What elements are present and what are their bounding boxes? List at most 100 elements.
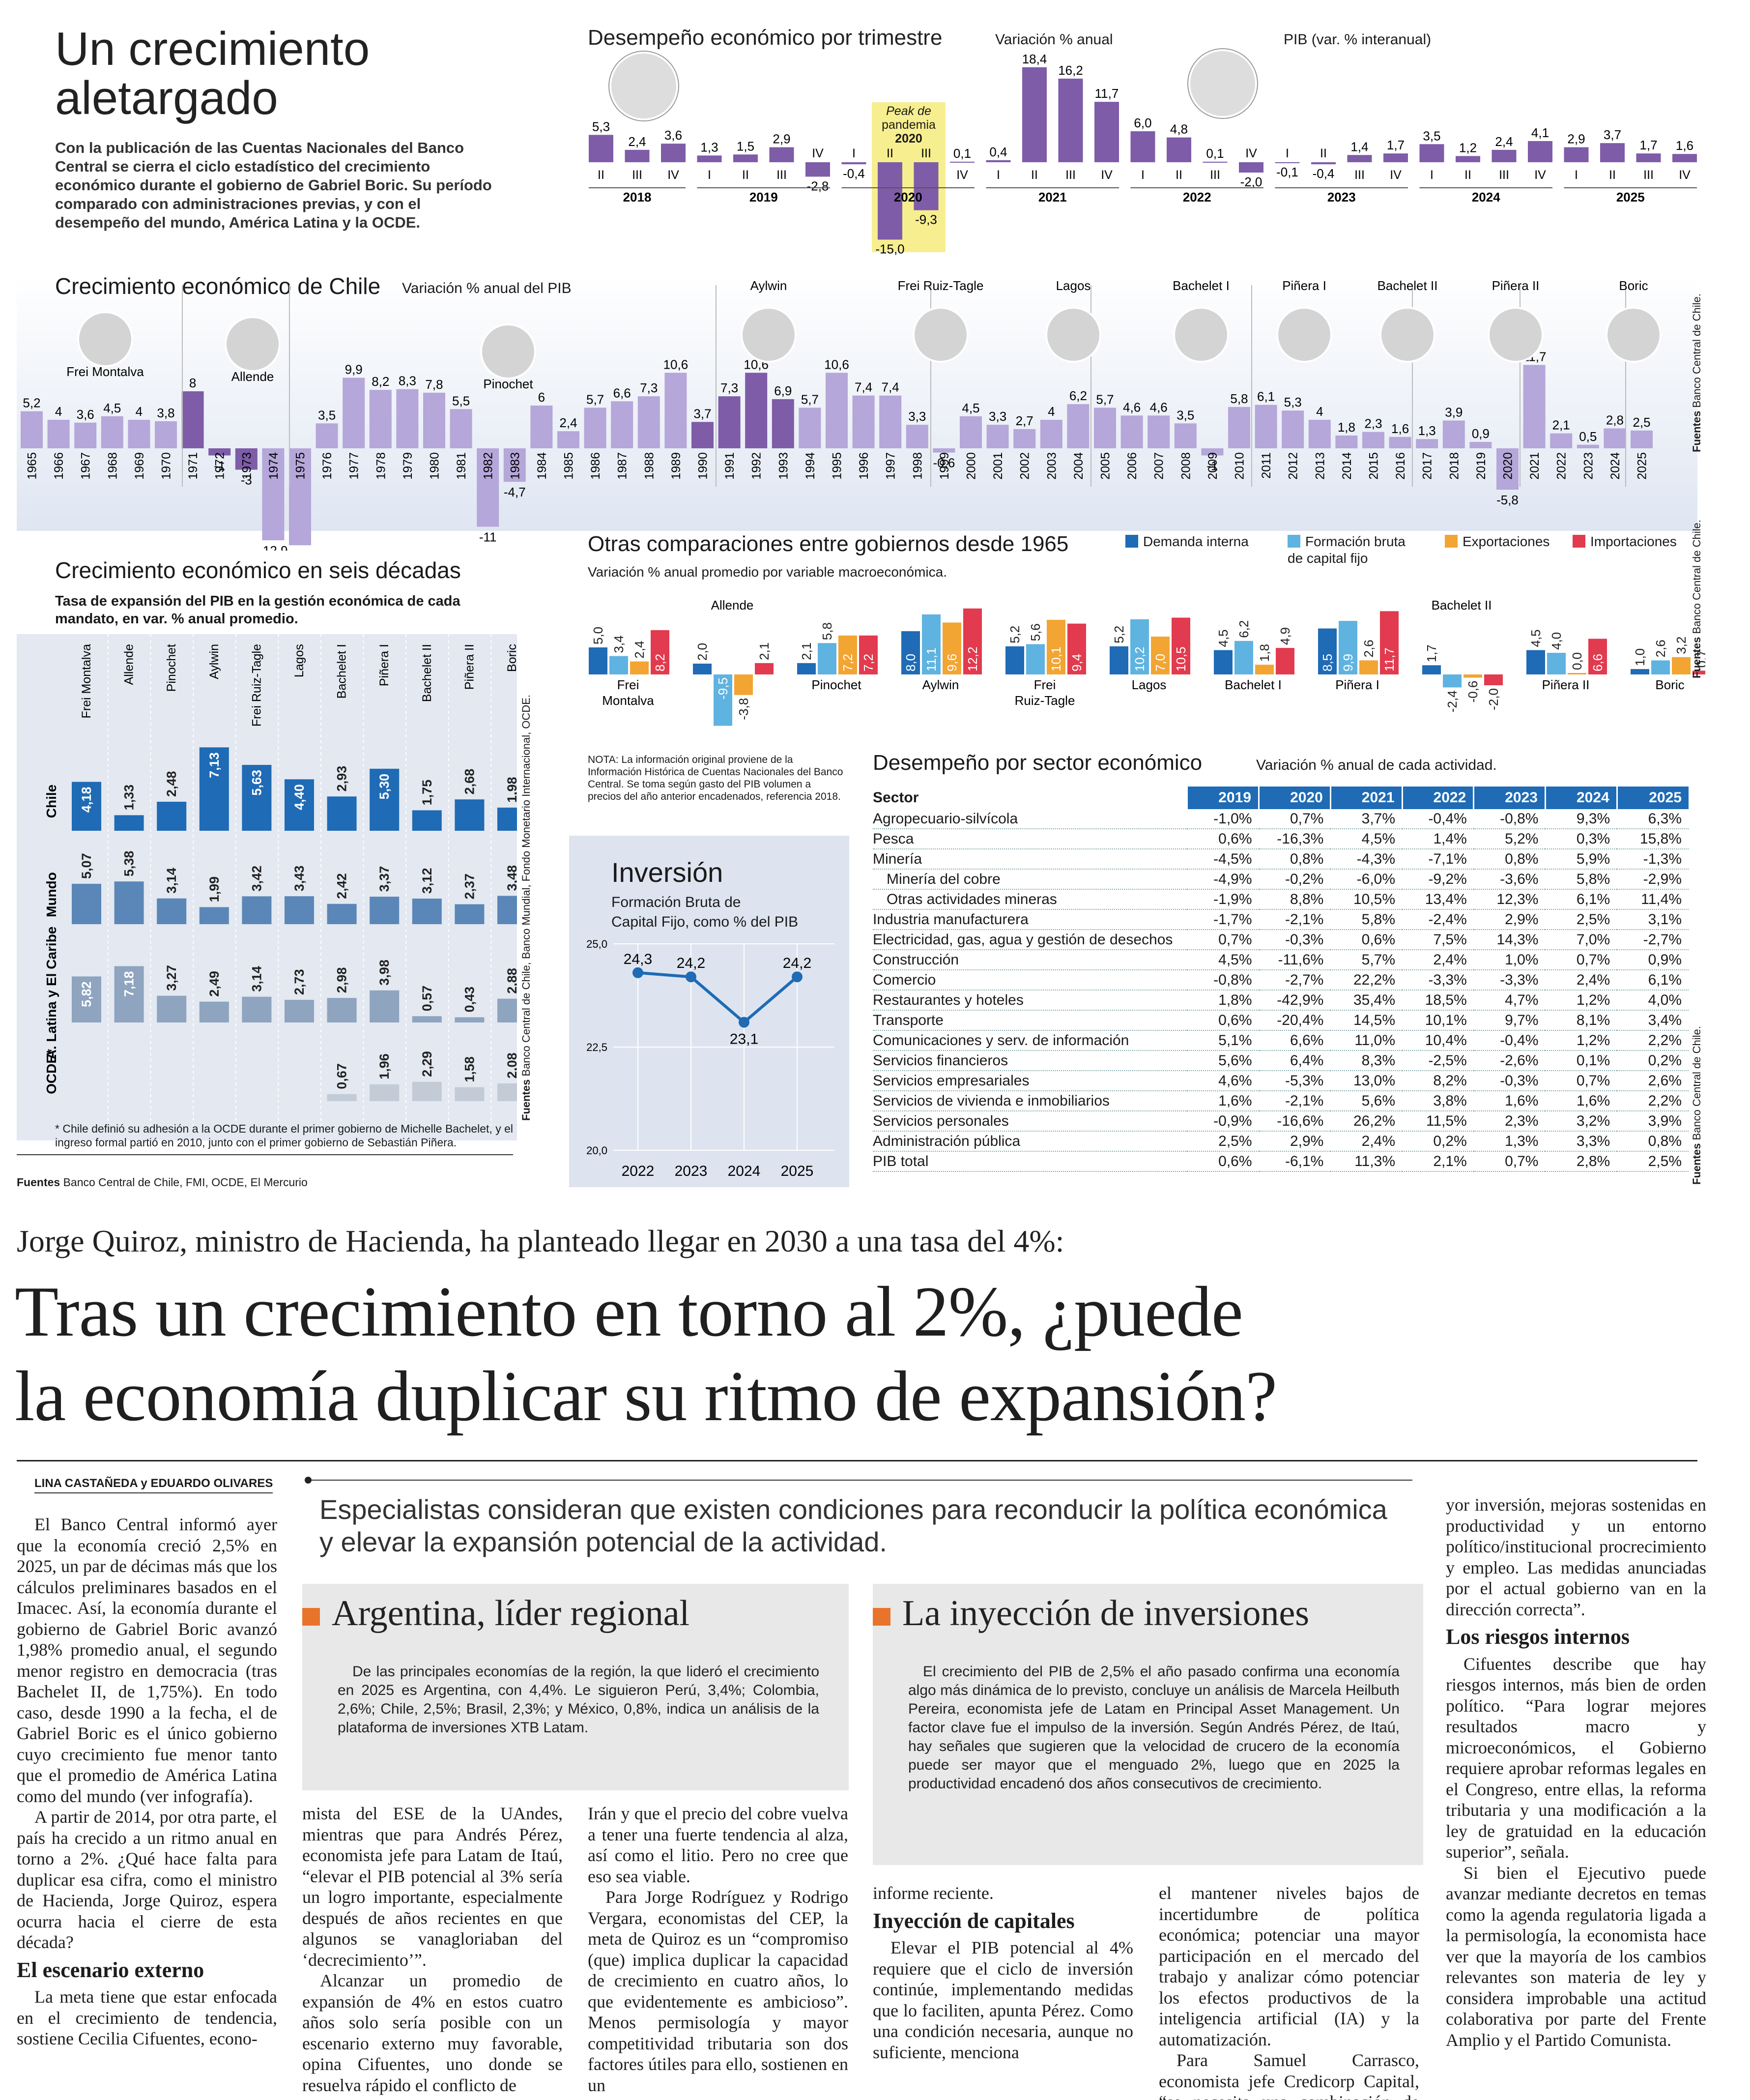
annual-bar — [423, 392, 445, 448]
annual-bar — [745, 373, 768, 448]
table-row: Servicios de vivienda e inmobiliarios 1,6… — [873, 1091, 1689, 1111]
article-paragraph: Cifuentes describe que hay riesgos inter… — [1446, 1654, 1706, 1862]
annual-value-label: 2,7 — [1016, 413, 1033, 428]
quarterly-bar — [1275, 162, 1300, 163]
annual-year-label: 2022 — [1555, 452, 1569, 480]
annual-bar — [1067, 404, 1090, 448]
comparison-value-label: 7,0 — [1153, 654, 1168, 671]
annual-value-label: 5,7 — [586, 392, 604, 407]
sector-cell: 5,2% — [1473, 829, 1546, 849]
comparison-bar — [943, 622, 961, 674]
comparison-bar — [901, 631, 920, 674]
quarterly-value-label: -0,4 — [1313, 166, 1335, 181]
investment-x-label: 2023 — [675, 1163, 708, 1179]
article-paragraph: La meta tiene que estar enfocada en el c… — [17, 1987, 277, 2048]
quarterly-bar — [1600, 143, 1625, 162]
comparison-value-label: -9,5 — [716, 677, 730, 700]
comparison-bar — [1005, 646, 1024, 674]
investment-subtitle: Formación Bruta de Capital Fijo, como % … — [611, 893, 798, 932]
sector-cell: 22,2% — [1330, 970, 1403, 991]
sector-cell: 0,7% — [1545, 950, 1617, 970]
annual-year-label: 2020 — [1501, 452, 1515, 480]
quarterly-bar — [1528, 141, 1552, 162]
comparison-bar — [1547, 653, 1566, 674]
comparison-value-label: -0,6 — [1465, 681, 1480, 703]
article-rule — [17, 1460, 1697, 1461]
sector-cell: 9,3% — [1545, 809, 1617, 829]
sector-cell: Servicios financieros — [873, 1050, 1187, 1071]
sector-cell: 10,5% — [1330, 889, 1403, 910]
argentina-box: Argentina, líder regional De las princip… — [302, 1584, 849, 1790]
annual-year-label: 2024 — [1608, 452, 1622, 480]
quarterly-bar — [1383, 153, 1408, 162]
comparison-value-label: 5,2 — [1112, 626, 1126, 643]
comparison-value-label: 4,5 — [1216, 629, 1231, 647]
annual-bar — [21, 411, 43, 448]
president-portrait-icon — [1173, 307, 1229, 363]
decades-bar — [199, 907, 229, 924]
annual-year-label: 2006 — [1125, 452, 1139, 480]
annual-bar — [1631, 430, 1653, 448]
quarterly-label-right: PIB (var. % interanual) — [1284, 31, 1432, 48]
sector-cell: 0,6% — [1330, 930, 1403, 950]
annual-year-label: 1971 — [186, 452, 200, 480]
annual-bar — [852, 395, 875, 448]
president-portrait-icon — [1606, 307, 1662, 363]
annual-value-label: 4,5 — [103, 401, 121, 415]
comparison-group-label: Pinochet — [811, 677, 861, 692]
sector-cell: 13,4% — [1402, 889, 1474, 910]
sector-cell: 4,0% — [1617, 990, 1689, 1011]
sectors-subtitle: Variación % anual de cada actividad. — [1256, 757, 1497, 773]
table-row: Comunicaciones y serv. de información 5,1… — [873, 1030, 1689, 1051]
year-label: 2025 — [1616, 190, 1645, 204]
decades-value-label: 3,14 — [164, 868, 179, 894]
deck-rule — [312, 1480, 1412, 1481]
decades-value-label: 2,37 — [462, 874, 477, 900]
comparison-bar — [589, 647, 607, 674]
quarter-label: II — [742, 168, 749, 182]
sector-cell: -16,3% — [1259, 829, 1331, 849]
comparison-bar — [1443, 674, 1462, 688]
annual-bar — [1120, 415, 1143, 448]
annual-year-label: 1996 — [857, 452, 871, 480]
year-label: 2023 — [1327, 190, 1356, 204]
year-label: 2024 — [1472, 190, 1500, 204]
quarter-label: III — [632, 168, 642, 182]
decades-row-label: Mundo — [44, 872, 59, 917]
annual-year-label: 1989 — [669, 452, 683, 480]
investment-point — [686, 971, 696, 983]
quarterly-bar — [1564, 147, 1589, 162]
sector-cell: 12,3% — [1473, 889, 1546, 910]
sector-cell: 1,6% — [1187, 1091, 1259, 1111]
decades-bar — [370, 897, 400, 924]
president-name: Piñera I — [1282, 278, 1326, 293]
table-row: Minería del cobre -4,9% -0,2% -6,0% -9,2% -3,… — [873, 869, 1689, 890]
annual-year-label: 2021 — [1528, 452, 1542, 480]
annual-year-label: 2013 — [1313, 452, 1327, 480]
table-row: Construcción 4,5% -11,6% 5,7% 2,4% 1,0% 0,7% 0,… — [873, 950, 1689, 970]
sector-cell: 0,1% — [1545, 1050, 1617, 1071]
annual-value-label: 7,4 — [855, 380, 872, 395]
quarter-label: III — [1065, 168, 1076, 182]
main-title-line-2: aletargado — [55, 72, 278, 124]
decades-bar — [412, 1081, 442, 1101]
sector-cell: 2,5% — [1617, 1151, 1689, 1172]
annual-bar — [1228, 407, 1250, 448]
investment-injection-title-text: La inyección de inversiones — [902, 1593, 1310, 1633]
comparison-value-label: 5,8 — [820, 622, 834, 640]
annual-year-label: 2007 — [1152, 452, 1166, 480]
annual-value-label: 6 — [538, 390, 545, 405]
article-column-5: el mantener niveles bajos de incertidumb… — [1159, 1883, 1419, 2100]
annual-value-label: 3,3 — [989, 409, 1006, 424]
comparison-bar — [1380, 611, 1399, 674]
annual-bar — [772, 399, 794, 448]
annual-value-label: 8 — [189, 376, 196, 390]
sector-cell: 13,0% — [1330, 1071, 1403, 1091]
quarterly-bar — [1058, 78, 1083, 162]
comparison-bar — [1693, 671, 1705, 674]
comparison-value-label: 7,2 — [840, 654, 855, 671]
sector-cell: 2,4% — [1330, 1131, 1403, 1152]
annual-year-label: 2012 — [1287, 452, 1300, 480]
annual-value-label: 5,7 — [801, 392, 819, 407]
decades-value-label: 2,88 — [505, 968, 517, 994]
